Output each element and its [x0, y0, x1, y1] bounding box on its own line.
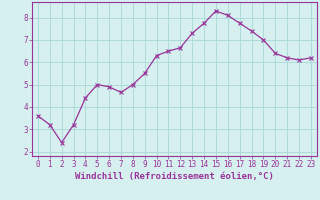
X-axis label: Windchill (Refroidissement éolien,°C): Windchill (Refroidissement éolien,°C) [75, 172, 274, 181]
